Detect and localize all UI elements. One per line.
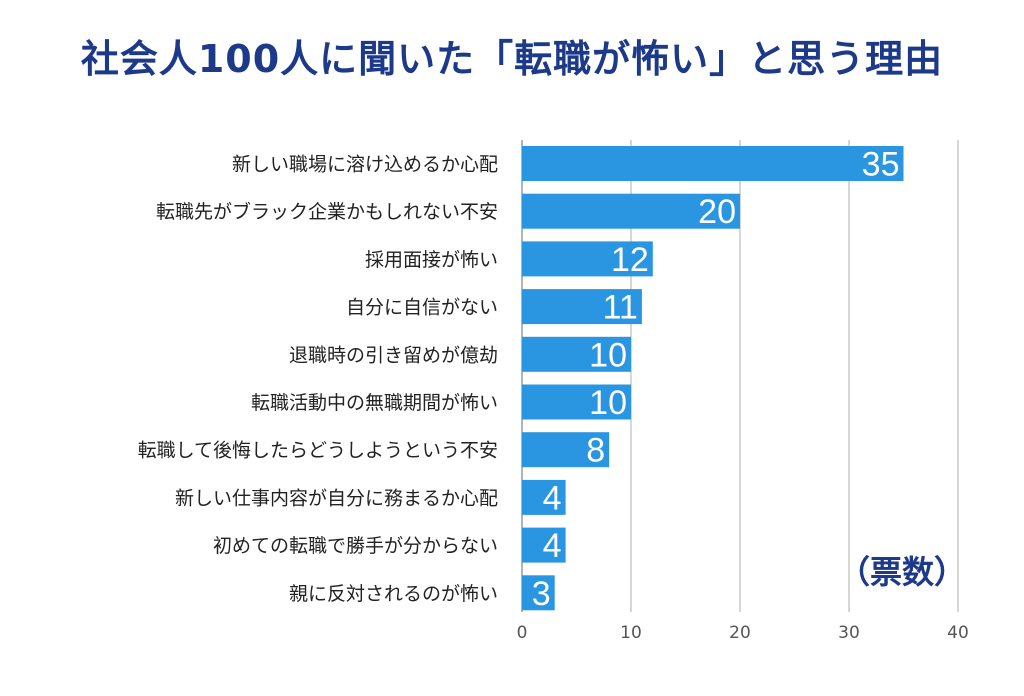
category-label: 新しい職場に溶け込めるか心配 [232,154,498,176]
category-label: 自分に自信がない [346,297,498,319]
bar [522,336,631,372]
unit-label: （票数） [838,553,966,591]
chart-title: 社会人100人に聞いた「転職が怖い」と思う理由 [80,37,944,81]
value-label: 10 [589,384,627,422]
category-label: 初めての転職で勝手が分からない [213,535,498,557]
value-label: 3 [532,575,551,613]
category-labels: 新しい職場に溶け込めるか心配転職先がブラック企業かもしれない不安採用面接が怖い自… [138,154,498,605]
value-label: 10 [589,336,627,374]
x-tick-label: 30 [838,623,860,643]
bar [522,479,566,515]
category-label: 採用面接が怖い [365,249,498,271]
value-label: 20 [698,193,736,231]
bar [522,575,555,611]
category-label: 新しい仕事内容が自分に務まるか心配 [175,487,498,509]
value-label: 8 [586,432,605,470]
category-label: 転職先がブラック企業かもしれない不安 [156,200,498,223]
bar [522,432,610,468]
value-label: 4 [543,479,562,517]
bar [522,527,566,563]
value-label: 12 [611,241,649,279]
category-label: 親に反対されるのが怖い [289,583,498,605]
value-label: 35 [862,146,900,184]
x-tick-label: 0 [517,623,528,643]
value-label: 11 [603,289,638,327]
bar [522,384,631,420]
x-tick-label: 40 [947,623,969,643]
bar [522,193,740,229]
value-label: 4 [543,527,562,565]
bar [522,146,904,181]
x-axis-ticks: 0 10 20 30 40 [517,623,969,643]
category-label: 退職時の引き留めが億劫 [289,344,498,366]
category-label: 転職活動中の無職期間が怖い [251,392,498,414]
bar [522,241,653,277]
bar [522,289,642,325]
x-tick-label: 10 [620,623,642,643]
x-tick-label: 20 [729,623,751,643]
category-label: 転職して後悔したらどうしようという不安 [138,440,498,462]
